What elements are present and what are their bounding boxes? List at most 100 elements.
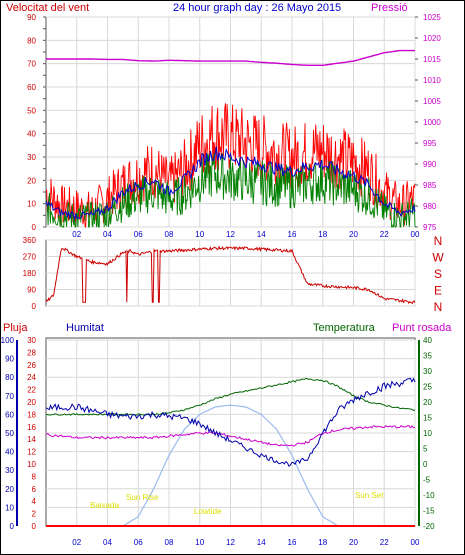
- rain-tick-label: 30: [27, 336, 36, 345]
- hour-tick-label: 16: [288, 230, 297, 239]
- hour-tick-label: 00: [411, 538, 420, 547]
- pressure-right-tick-label: 1015: [423, 55, 441, 64]
- wind-left-tick-label: 90: [27, 13, 36, 22]
- rain-tick-label: 12: [27, 448, 36, 457]
- wind-left-tick-label: 30: [27, 153, 36, 162]
- hour-tick-label: 12: [226, 230, 235, 239]
- rain-tick-label: 22: [27, 386, 36, 395]
- rain-tick-label: 8: [32, 472, 37, 481]
- pressure-right-tick-label: 980: [423, 202, 437, 211]
- humidity-tick-label: 90: [5, 355, 14, 364]
- wind-left-tick-label: 80: [27, 36, 36, 45]
- direction-tick-label: 270: [23, 253, 37, 262]
- wind-left-tick-label: 10: [27, 200, 36, 209]
- pressure-right-tick-label: 1000: [423, 118, 441, 127]
- pressure-right-tick-label: 990: [423, 160, 437, 169]
- hour-tick-label: 06: [134, 538, 143, 547]
- pressure-right-tick-label: 1025: [423, 13, 441, 22]
- wind-left-tick-label: 60: [27, 83, 36, 92]
- temperature-tick-label: -5: [423, 476, 431, 485]
- pressure-right-tick-label: 1005: [423, 97, 441, 106]
- wind-title: Velocitat del vent: [6, 2, 89, 14]
- rain-tick-label: 16: [27, 423, 36, 432]
- temperature-tick-label: -20: [423, 522, 435, 531]
- dewpoint-label: Punt rosada: [392, 322, 452, 334]
- hour-tick-label: 02: [72, 230, 81, 239]
- compass-label: E: [434, 284, 442, 298]
- wind-left-tick-label: 0: [32, 223, 37, 232]
- hour-tick-label: 18: [318, 230, 327, 239]
- dewpoint-series-line: [45, 424, 416, 447]
- hour-tick-label: 20: [349, 538, 358, 547]
- rain-tick-label: 2: [32, 510, 37, 519]
- temperature-tick-label: 30: [423, 367, 432, 376]
- humidity-tick-label: 80: [5, 373, 14, 382]
- rain-tick-label: 14: [27, 435, 36, 444]
- humidity-tick-label: 70: [5, 392, 14, 401]
- rain-tick-label: 4: [32, 497, 37, 506]
- low-tide-annotation: Lowtide: [194, 507, 222, 516]
- axis-layer: 0102030405060708090975980985990995100010…: [1, 13, 445, 547]
- hour-tick-label: 18: [318, 538, 327, 547]
- humidity-tick-label: 60: [5, 410, 14, 419]
- humidity-tick-label: 100: [1, 336, 15, 345]
- temperature-tick-label: 40: [423, 336, 432, 345]
- direction-tick-label: 180: [23, 269, 37, 278]
- high-tide-annotation: Baixada: [90, 501, 119, 510]
- hour-tick-label: 22: [380, 538, 389, 547]
- humidity-label: Humitat: [66, 322, 104, 334]
- grid-lines: [46, 16, 416, 527]
- temperature-tick-label: 5: [423, 445, 428, 454]
- rain-tick-label: 18: [27, 410, 36, 419]
- direction-series-line: [45, 245, 416, 305]
- sun-rise-annotation: Sun Rise: [126, 493, 159, 502]
- hour-tick-label: 14: [257, 538, 266, 547]
- temperature-label: Temperatura: [313, 322, 376, 334]
- hour-tick-label: 16: [288, 538, 297, 547]
- hour-tick-label: 22: [380, 230, 389, 239]
- humidity-tick-label: 40: [5, 448, 14, 457]
- rain-tick-label: 0: [32, 522, 37, 531]
- pressure-right-tick-label: 985: [423, 181, 437, 190]
- pressure-right-tick-label: 975: [423, 223, 437, 232]
- hour-tick-label: 14: [257, 230, 266, 239]
- wind-left-tick-label: 20: [27, 176, 36, 185]
- hour-tick-label: 12: [226, 538, 235, 547]
- temperature-tick-label: 20: [423, 398, 432, 407]
- rain-tick-label: 24: [27, 373, 36, 382]
- humidity-tick-label: 50: [5, 429, 14, 438]
- temperature-tick-label: 25: [423, 383, 432, 392]
- hour-tick-label: 06: [134, 230, 143, 239]
- pressure-right-tick-label: 995: [423, 139, 437, 148]
- hour-tick-label: 20: [349, 230, 358, 239]
- sun-set-annotation: Sun Set: [355, 491, 384, 500]
- direction-tick-label: 0: [32, 302, 37, 311]
- humidity-tick-label: 10: [5, 503, 14, 512]
- pressure-title: Pressió: [371, 2, 408, 14]
- page-title: 24 hour graph day : 26 Mayo 2015: [173, 2, 341, 14]
- average-series-line: [45, 146, 416, 221]
- rain-tick-label: 26: [27, 361, 36, 370]
- wind-left-tick-label: 40: [27, 130, 36, 139]
- hour-tick-label: 04: [103, 230, 112, 239]
- compass-label: N: [434, 300, 443, 314]
- temperature-tick-label: 10: [423, 429, 432, 438]
- rain-tick-label: 20: [27, 398, 36, 407]
- temperature-tick-label: -15: [423, 507, 435, 516]
- temperature-tick-label: 15: [423, 414, 432, 423]
- temperature-tick-label: 0: [423, 460, 428, 469]
- hour-tick-label: 10: [195, 230, 204, 239]
- hour-tick-label: 08: [165, 538, 174, 547]
- temperature-tick-label: 35: [423, 352, 432, 361]
- wind-left-tick-label: 50: [27, 106, 36, 115]
- hour-tick-label: 00: [411, 230, 420, 239]
- hour-tick-label: 02: [72, 538, 81, 547]
- compass-label: W: [432, 251, 444, 265]
- humidity-tick-label: 0: [10, 522, 15, 531]
- pressure-series-line: [46, 49, 415, 66]
- series-layer: [45, 49, 416, 527]
- compass-label: N: [434, 234, 443, 248]
- pressure-right-tick-label: 1020: [423, 34, 441, 43]
- humidity-series-line: [45, 377, 416, 467]
- rain-tick-label: 10: [27, 460, 36, 469]
